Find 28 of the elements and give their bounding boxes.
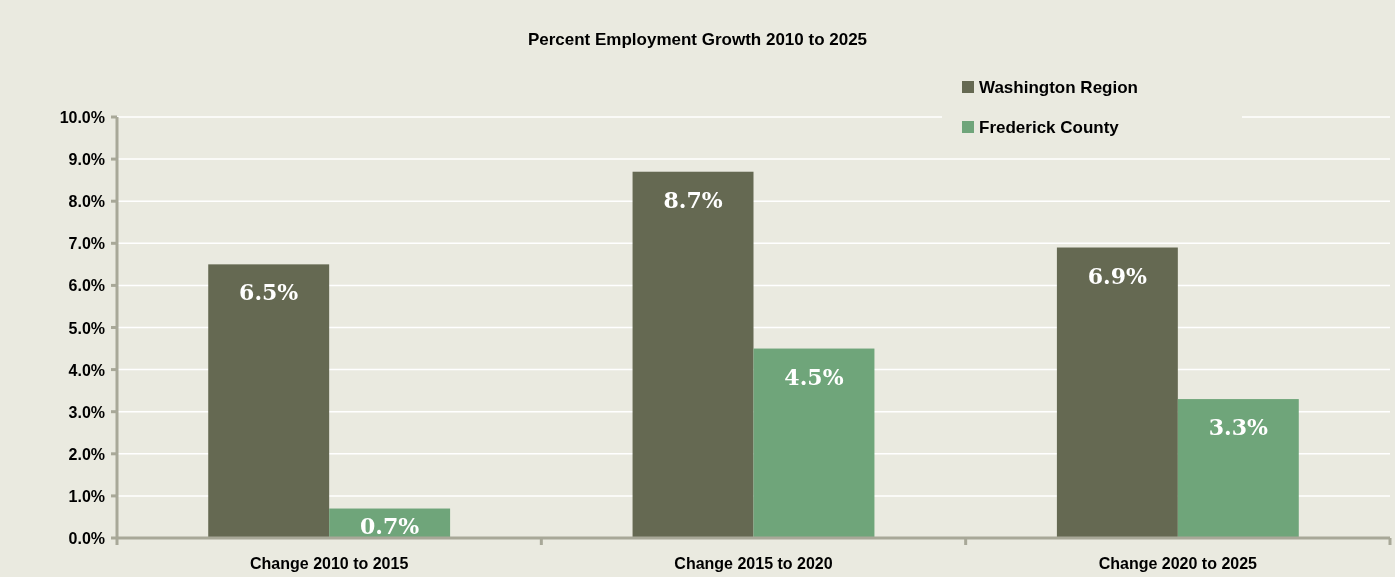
bar bbox=[632, 171, 754, 538]
y-tick-label: 2.0% bbox=[68, 445, 105, 463]
bar bbox=[753, 348, 875, 538]
y-tick-label: 6.0% bbox=[68, 277, 105, 295]
y-tick-label: 8.0% bbox=[68, 193, 105, 211]
text: 3.3% bbox=[1208, 414, 1268, 441]
text: 8.7% bbox=[663, 186, 723, 213]
y-tick-label: 0.0% bbox=[68, 530, 105, 547]
y-tick-label: 1.0% bbox=[68, 487, 105, 505]
x-tick-label: Change 2015 to 2020 bbox=[674, 555, 833, 572]
bar bbox=[1177, 399, 1299, 538]
legend-label: Frederick County bbox=[979, 118, 1120, 137]
y-tick-label: 7.0% bbox=[68, 235, 105, 253]
bar bbox=[1056, 247, 1178, 538]
y-tick-label: 10.0% bbox=[59, 109, 105, 126]
chart-title: Percent Employment Growth 2010 to 2025 bbox=[527, 30, 868, 49]
legend-label: Washington Region bbox=[979, 78, 1138, 97]
x-tick-label: Change 2020 to 2025 bbox=[1098, 555, 1258, 572]
text: 6.5% bbox=[239, 279, 299, 306]
x-tick-label: Change 2010 to 2015 bbox=[250, 555, 409, 572]
y-tick-label: 5.0% bbox=[68, 319, 105, 337]
y-tick-label: 9.0% bbox=[68, 151, 105, 169]
bar bbox=[208, 264, 330, 538]
y-tick-label: 4.0% bbox=[68, 361, 105, 379]
text: 0.7% bbox=[360, 513, 420, 539]
text: 6.9% bbox=[1087, 262, 1147, 289]
y-tick-label: 3.0% bbox=[68, 403, 105, 421]
text: 4.5% bbox=[784, 363, 844, 390]
